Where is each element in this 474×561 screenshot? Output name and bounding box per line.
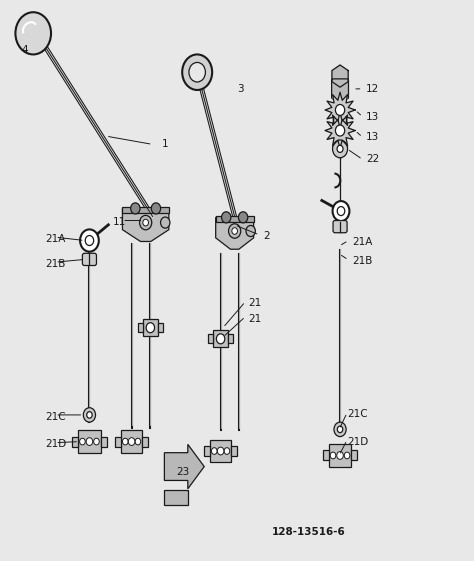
- Circle shape: [16, 12, 51, 54]
- Circle shape: [80, 438, 85, 445]
- Circle shape: [344, 452, 350, 459]
- Text: 13: 13: [366, 132, 379, 142]
- Text: 2: 2: [263, 231, 269, 241]
- Bar: [164, 490, 188, 505]
- Text: 12: 12: [366, 84, 379, 94]
- Circle shape: [337, 426, 343, 433]
- Bar: [78, 430, 100, 453]
- Bar: [231, 446, 237, 456]
- Bar: [138, 323, 143, 332]
- Circle shape: [337, 452, 343, 459]
- Bar: [158, 323, 163, 332]
- Text: 128-13516-6: 128-13516-6: [272, 527, 346, 536]
- Text: 22: 22: [366, 154, 379, 164]
- Text: 3: 3: [237, 84, 244, 94]
- Bar: [72, 436, 78, 447]
- Circle shape: [334, 422, 346, 436]
- Bar: [213, 330, 228, 347]
- Circle shape: [224, 448, 230, 454]
- Text: 21B: 21B: [352, 256, 372, 266]
- Text: 11: 11: [113, 217, 126, 227]
- Circle shape: [139, 215, 152, 230]
- Polygon shape: [122, 209, 169, 241]
- Circle shape: [87, 412, 92, 418]
- Bar: [323, 450, 329, 461]
- Circle shape: [83, 408, 96, 422]
- Circle shape: [131, 203, 140, 214]
- Bar: [329, 444, 351, 467]
- Text: 21A: 21A: [45, 234, 65, 244]
- Bar: [122, 208, 169, 213]
- Text: 21: 21: [249, 298, 262, 308]
- Bar: [121, 430, 142, 453]
- FancyBboxPatch shape: [82, 253, 97, 265]
- Circle shape: [161, 217, 170, 228]
- Circle shape: [94, 438, 99, 445]
- Text: 21C: 21C: [347, 409, 368, 419]
- Bar: [142, 436, 148, 447]
- Text: 21D: 21D: [347, 436, 368, 447]
- Circle shape: [330, 452, 336, 459]
- Text: 21A: 21A: [352, 237, 372, 247]
- Bar: [228, 334, 233, 343]
- Text: 1: 1: [162, 140, 169, 149]
- Circle shape: [333, 201, 349, 221]
- Circle shape: [333, 140, 347, 158]
- Bar: [37, 31, 44, 44]
- FancyBboxPatch shape: [333, 220, 347, 233]
- Bar: [210, 440, 231, 462]
- Bar: [351, 450, 357, 461]
- Text: 13: 13: [366, 112, 379, 122]
- Polygon shape: [332, 65, 348, 87]
- Circle shape: [336, 125, 345, 136]
- Polygon shape: [216, 217, 254, 249]
- Text: 21D: 21D: [45, 439, 66, 449]
- Circle shape: [217, 334, 225, 344]
- Circle shape: [80, 229, 99, 252]
- Bar: [143, 319, 158, 336]
- Text: 4: 4: [21, 45, 28, 55]
- Text: 21: 21: [249, 314, 262, 324]
- Bar: [115, 436, 121, 447]
- Circle shape: [85, 236, 94, 246]
- Circle shape: [221, 212, 231, 223]
- Bar: [100, 436, 107, 447]
- Bar: [216, 217, 254, 222]
- Circle shape: [232, 228, 237, 234]
- Circle shape: [182, 54, 212, 90]
- Circle shape: [238, 212, 248, 223]
- Circle shape: [337, 145, 343, 153]
- Circle shape: [146, 323, 155, 333]
- Circle shape: [122, 438, 128, 445]
- Circle shape: [246, 226, 255, 237]
- Text: 23: 23: [176, 467, 189, 477]
- Polygon shape: [325, 92, 355, 128]
- Bar: [204, 446, 210, 456]
- FancyBboxPatch shape: [332, 79, 348, 99]
- Polygon shape: [164, 444, 204, 489]
- Circle shape: [228, 224, 241, 238]
- Circle shape: [143, 219, 148, 226]
- Text: 21C: 21C: [45, 412, 65, 421]
- Circle shape: [189, 62, 205, 82]
- Circle shape: [128, 438, 135, 445]
- Circle shape: [211, 448, 217, 454]
- Circle shape: [135, 438, 141, 445]
- Circle shape: [337, 206, 345, 215]
- Bar: [209, 334, 213, 343]
- Circle shape: [86, 438, 93, 445]
- Circle shape: [336, 104, 345, 116]
- Text: 21B: 21B: [45, 259, 65, 269]
- Polygon shape: [325, 113, 355, 148]
- Circle shape: [151, 203, 161, 214]
- Circle shape: [217, 447, 224, 455]
